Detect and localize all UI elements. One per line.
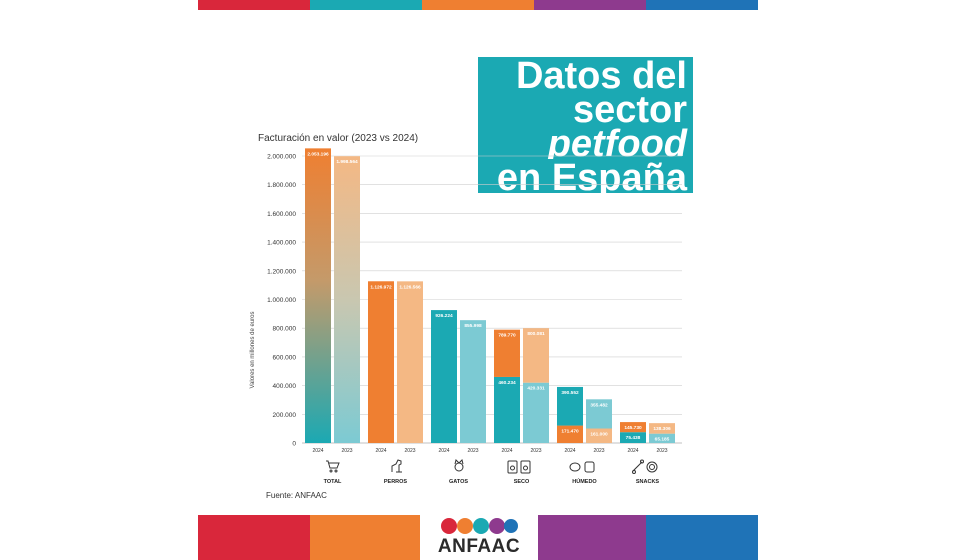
- headline-line-2: sector: [478, 91, 693, 125]
- wet-food-can-icon: [569, 461, 595, 473]
- bar-total-2023: [334, 156, 360, 444]
- category-label-húmedo: HÚMEDO: [572, 478, 597, 485]
- dry-food-bag-icon: [507, 460, 531, 474]
- data-label: 2.053.196: [307, 151, 329, 157]
- bar-perros-2024: [368, 281, 394, 443]
- grid-lines: [302, 155, 682, 444]
- data-label: 75.438: [626, 435, 641, 441]
- bar-húmedo-2023-seg1: [586, 399, 612, 429]
- category-icons: [326, 459, 658, 474]
- bar-snacks-2023-seg1: [649, 423, 675, 434]
- headline-line-4: en España: [478, 159, 693, 193]
- bar-gatos-2023: [460, 320, 486, 443]
- bar-perros-2023: [397, 281, 423, 443]
- y-tick-label: 1.600.000: [267, 211, 296, 218]
- band-teal: [310, 0, 422, 10]
- y-tick-label: 1.200.000: [267, 268, 296, 275]
- data-label: 355.482: [590, 402, 608, 408]
- data-label: 800.081: [527, 331, 545, 337]
- band-red: [198, 515, 310, 560]
- bar-seco-2023-seg1: [523, 328, 549, 383]
- y-tick-label: 1.000.000: [267, 297, 296, 304]
- chart-title: Facturación en valor (2023 vs 2024): [258, 133, 419, 144]
- pets-silhouette-icon: [441, 518, 518, 534]
- category-labels: TOTAL PERROS GATOS SECO HÚMEDO SNACKS: [324, 478, 660, 485]
- source-note: Fuente: ANFAAC: [266, 491, 327, 500]
- band-blue: [646, 0, 758, 10]
- year-label: 2024: [627, 448, 638, 454]
- band-blue: [646, 515, 758, 560]
- year-label: 2024: [375, 448, 386, 454]
- cat-icon: [454, 459, 464, 472]
- y-tick-label: 600.000: [273, 354, 297, 361]
- bar-seco-2024-seg1: [494, 329, 520, 377]
- data-label: 161.000: [590, 432, 608, 438]
- y-tick-labels: 0 200.000 400.000 600.000 800.000 1.000.000 1.…: [267, 154, 296, 448]
- snack-bone-icon: [632, 459, 658, 474]
- y-tick-label: 2.000.000: [267, 154, 296, 161]
- dog-icon: [391, 459, 402, 473]
- year-label: 2023: [530, 448, 541, 454]
- headline: Datos del sector petfood en España: [478, 57, 693, 193]
- category-label-perros: PERROS: [384, 479, 408, 485]
- y-tick-label: 0: [292, 441, 296, 448]
- headline-line-1: Datos del: [478, 57, 693, 91]
- cart-icon: [326, 460, 340, 473]
- bar-húmedo-2023-seg0: [586, 428, 612, 443]
- data-label: 390.552: [561, 390, 579, 396]
- data-label: 789.770: [498, 333, 516, 339]
- data-label: 138.306: [653, 426, 671, 432]
- bar-gatos-2024: [431, 310, 457, 443]
- year-label: 2024: [501, 448, 512, 454]
- band-orange: [310, 515, 422, 560]
- data-label: 1.998.564: [336, 159, 358, 165]
- category-label-seco: SECO: [514, 479, 530, 485]
- data-label: 65.185: [655, 437, 670, 443]
- bar-snacks-2024-seg0: [620, 432, 646, 443]
- bar-total-2024: [305, 148, 331, 443]
- category-label-total: TOTAL: [324, 479, 342, 485]
- data-label: 855.998: [464, 323, 482, 329]
- band-purple: [534, 515, 646, 560]
- bar-chart: 0 200.000 400.000 600.000 800.000 1.000.000 1.…: [250, 148, 682, 485]
- bar-seco-2024-seg0: [494, 376, 520, 443]
- year-label: 2023: [593, 448, 604, 454]
- data-label: 1.126.566: [399, 284, 421, 290]
- data-label: 171.470: [561, 429, 579, 435]
- band-red: [198, 0, 310, 10]
- band-orange: [422, 0, 534, 10]
- y-tick-label: 200.000: [273, 412, 297, 419]
- bar-húmedo-2024-seg1: [557, 386, 583, 426]
- year-label: 2024: [564, 448, 575, 454]
- brand-name: ANFAAC: [437, 536, 521, 557]
- year-labels: 2024 2023 2024 2023 2024 2023 2024 2023 2024 2023…: [312, 448, 667, 454]
- bar-húmedo-2024-seg0: [557, 425, 583, 443]
- data-label: 420.331: [527, 386, 545, 392]
- category-label-snacks: SNACKS: [636, 479, 660, 485]
- year-label: 2023: [467, 448, 478, 454]
- year-label: 2023: [404, 448, 415, 454]
- bar-snacks-2024-seg1: [620, 422, 646, 433]
- band-purple: [534, 0, 646, 10]
- data-label: 926.224: [435, 313, 453, 319]
- bars: 2.053.196 1.998.564 1.126.972 1.126.566 926.…: [305, 148, 675, 444]
- data-label: 460.234: [498, 380, 516, 386]
- data-label: 1.126.972: [370, 284, 392, 290]
- year-label: 2024: [312, 448, 323, 454]
- year-label: 2023: [341, 448, 352, 454]
- bar-snacks-2023-seg0: [649, 433, 675, 443]
- anfaac-logo: ANFAAC: [420, 514, 538, 560]
- data-label: 145.730: [624, 425, 642, 431]
- y-axis-label: Valores en millones de euros: [250, 312, 256, 389]
- headline-line-3: petfood: [478, 125, 693, 159]
- year-label: 2024: [438, 448, 449, 454]
- y-tick-label: 1.800.000: [267, 182, 296, 189]
- y-tick-label: 800.000: [273, 326, 297, 333]
- top-color-band: [198, 0, 758, 10]
- y-tick-label: 1.400.000: [267, 240, 296, 247]
- category-label-gatos: GATOS: [449, 479, 468, 485]
- bar-seco-2023-seg0: [523, 382, 549, 443]
- year-label: 2023: [656, 448, 667, 454]
- y-tick-label: 400.000: [273, 383, 297, 390]
